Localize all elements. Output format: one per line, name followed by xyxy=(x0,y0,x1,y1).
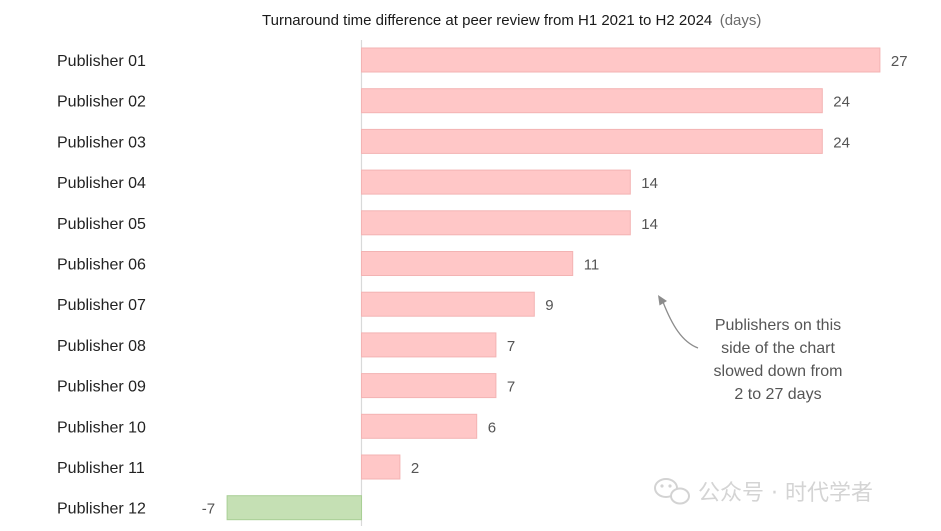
category-label: Publisher 04 xyxy=(57,175,146,192)
bar xyxy=(361,210,631,236)
value-label: 2 xyxy=(411,460,419,477)
bar xyxy=(361,413,478,439)
annotation: Publishers on this side of the chart slo… xyxy=(658,295,842,403)
category-label: Publisher 12 xyxy=(57,501,146,518)
value-label: 6 xyxy=(488,419,496,436)
bar xyxy=(361,454,401,480)
value-label: 7 xyxy=(507,338,515,355)
bars-group xyxy=(226,47,881,521)
value-label: 24 xyxy=(833,134,850,151)
bar xyxy=(361,88,823,114)
value-label: 14 xyxy=(641,216,658,233)
category-label: Publisher 10 xyxy=(57,419,146,436)
annotation-line-1: Publishers on this xyxy=(715,317,841,334)
bar xyxy=(361,251,574,276)
bar xyxy=(361,291,535,317)
category-label: Publisher 01 xyxy=(57,53,146,70)
value-label: -7 xyxy=(202,501,215,518)
annotation-line-2: side of the chart xyxy=(721,340,835,357)
value-label: 14 xyxy=(641,175,658,192)
value-labels-group: 27 24 24 14 14 11 9 7 7 6 2 -7 xyxy=(202,53,908,518)
category-label: Publisher 08 xyxy=(57,338,146,355)
category-label: Publisher 03 xyxy=(57,134,146,151)
watermark-text: 公众号 · 时代学者 xyxy=(698,481,873,506)
bar xyxy=(361,169,631,195)
annotation-line-4: 2 to 27 days xyxy=(734,386,821,403)
category-label: Publisher 05 xyxy=(57,216,146,233)
bar xyxy=(361,128,823,154)
category-label: Publisher 11 xyxy=(57,460,145,477)
bar xyxy=(226,495,362,521)
chart-title-main: Turnaround time difference at peer revie… xyxy=(262,12,712,29)
category-label: Publisher 07 xyxy=(57,297,146,314)
category-label: Publisher 02 xyxy=(57,94,146,111)
value-label: 24 xyxy=(833,94,850,111)
watermark: 公众号 · 时代学者 xyxy=(654,478,873,506)
chart-title-unit: (days) xyxy=(720,12,762,29)
bar xyxy=(361,332,497,358)
bar xyxy=(361,47,881,73)
annotation-line-3: slowed down from xyxy=(714,363,843,380)
chart-title: Turnaround time difference at peer revie… xyxy=(262,12,761,29)
category-label: Publisher 09 xyxy=(57,379,146,396)
annotation-arrow xyxy=(662,301,699,349)
annotation-arrow-head xyxy=(658,295,667,306)
wechat-icon xyxy=(654,478,690,505)
category-label: Publisher 06 xyxy=(57,257,146,274)
value-label: 7 xyxy=(507,379,515,396)
bar xyxy=(361,373,497,399)
value-label: 11 xyxy=(584,257,600,274)
value-label: 27 xyxy=(891,53,908,70)
category-labels-group: Publisher 01 Publisher 02 Publisher 03 Publ… xyxy=(57,53,146,518)
value-label: 9 xyxy=(545,297,553,314)
